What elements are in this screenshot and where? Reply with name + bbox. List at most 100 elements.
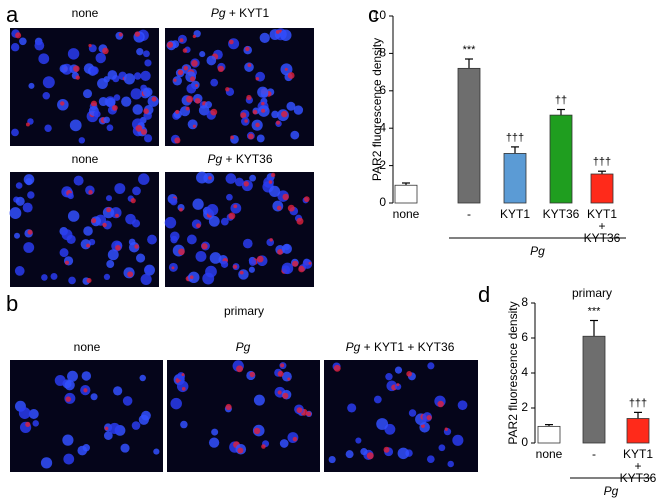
- par2-signal: [268, 180, 273, 184]
- nucleus: [228, 38, 240, 50]
- nucleus: [130, 88, 142, 100]
- nucleus: [107, 249, 119, 261]
- nucleus: [176, 380, 189, 393]
- nucleus: [138, 173, 150, 185]
- nucleus: [10, 43, 20, 52]
- par2-signal: [277, 390, 282, 395]
- par2-signal: [282, 193, 289, 201]
- nucleus: [345, 450, 354, 459]
- y-tick-label: 2: [521, 400, 528, 414]
- nucleus: [103, 431, 113, 440]
- nucleus: [328, 455, 336, 464]
- nucleus: [64, 380, 75, 391]
- nucleus: [44, 124, 52, 132]
- x-tick-label: KYT36: [543, 207, 580, 221]
- par2-signal: [88, 190, 93, 195]
- par2-signal: [83, 388, 88, 393]
- nucleus: [90, 66, 99, 75]
- par2-signal: [177, 69, 184, 76]
- x-tick-label-line: KYT1: [623, 447, 653, 461]
- nucleus: [138, 414, 149, 425]
- par2-signal: [174, 137, 181, 144]
- nucleus: [97, 78, 108, 89]
- x-tick-label-line: KYT1: [587, 207, 617, 221]
- y-tick-label: 8: [379, 46, 386, 60]
- nucleus: [133, 72, 142, 80]
- significance-label: ††: [555, 94, 567, 106]
- nucleus: [248, 266, 255, 273]
- nucleus: [67, 210, 80, 222]
- nucleus: [77, 445, 88, 456]
- x-tick-label: KYT1: [500, 207, 530, 221]
- nucleus: [170, 397, 182, 410]
- par2-signal: [143, 108, 149, 114]
- par2-signal: [151, 96, 157, 102]
- par2-signal: [276, 205, 282, 211]
- par2-signal: [186, 95, 194, 103]
- par2-signal: [248, 133, 254, 140]
- nucleus: [139, 374, 146, 382]
- x-tick-label-line: +: [598, 219, 605, 233]
- par2-signal: [239, 270, 244, 275]
- nucleus: [32, 420, 39, 427]
- label-italic: Pg: [346, 340, 361, 354]
- par2-signal: [287, 377, 291, 381]
- y-axis-label: PAR2 fluorescence density: [506, 301, 520, 444]
- bar: [394, 184, 418, 204]
- nucleus: [234, 177, 244, 187]
- nucleus: [78, 137, 86, 144]
- nucleus: [14, 266, 25, 276]
- nucleus: [103, 116, 111, 124]
- nucleus: [373, 395, 382, 404]
- par2-signal: [112, 105, 118, 111]
- nucleus: [427, 362, 435, 370]
- par2-signal: [284, 67, 288, 71]
- nucleus: [164, 216, 177, 229]
- par2-signal: [277, 370, 284, 377]
- nucleus: [195, 250, 207, 262]
- nucleus: [140, 273, 152, 285]
- nucleus: [114, 183, 126, 195]
- par2-signal: [178, 248, 185, 256]
- nucleus: [230, 202, 242, 214]
- par2-signal: [91, 218, 97, 224]
- image-label: none: [72, 6, 99, 20]
- par2-signal: [106, 207, 112, 213]
- nucleus: [408, 409, 417, 417]
- par2-signal: [256, 255, 264, 263]
- nucleus: [28, 408, 39, 419]
- par2-signal: [277, 248, 283, 255]
- nucleus: [142, 87, 153, 97]
- nucleus: [206, 204, 219, 216]
- nucleus: [143, 134, 153, 143]
- par2-signal: [183, 65, 189, 71]
- nucleus: [15, 196, 25, 206]
- nucleus: [144, 59, 152, 67]
- par2-signal: [270, 172, 276, 178]
- x-tick-label: -: [592, 447, 596, 461]
- nucleus: [83, 226, 93, 236]
- par2-signal: [167, 41, 174, 48]
- nucleus: [248, 258, 257, 266]
- nucleus: [128, 238, 136, 246]
- nucleus: [287, 432, 299, 443]
- nucleus: [457, 400, 468, 411]
- nucleus: [385, 372, 393, 381]
- par2-signal: [444, 427, 448, 431]
- nucleus: [38, 53, 50, 65]
- par2-signal: [252, 109, 258, 115]
- nucleus: [394, 383, 402, 390]
- par2-signal: [210, 108, 218, 116]
- par2-signal: [236, 365, 243, 373]
- nucleus: [73, 175, 84, 186]
- y-tick-label: 4: [379, 120, 386, 134]
- micrograph: [167, 360, 320, 472]
- par2-signal: [232, 264, 238, 269]
- par2-signal: [135, 124, 143, 132]
- nucleus: [438, 444, 446, 452]
- nucleus: [199, 51, 206, 58]
- par2-signal: [426, 414, 432, 421]
- par2-signal: [60, 101, 65, 106]
- image-label: Pg + KYT36: [207, 152, 272, 166]
